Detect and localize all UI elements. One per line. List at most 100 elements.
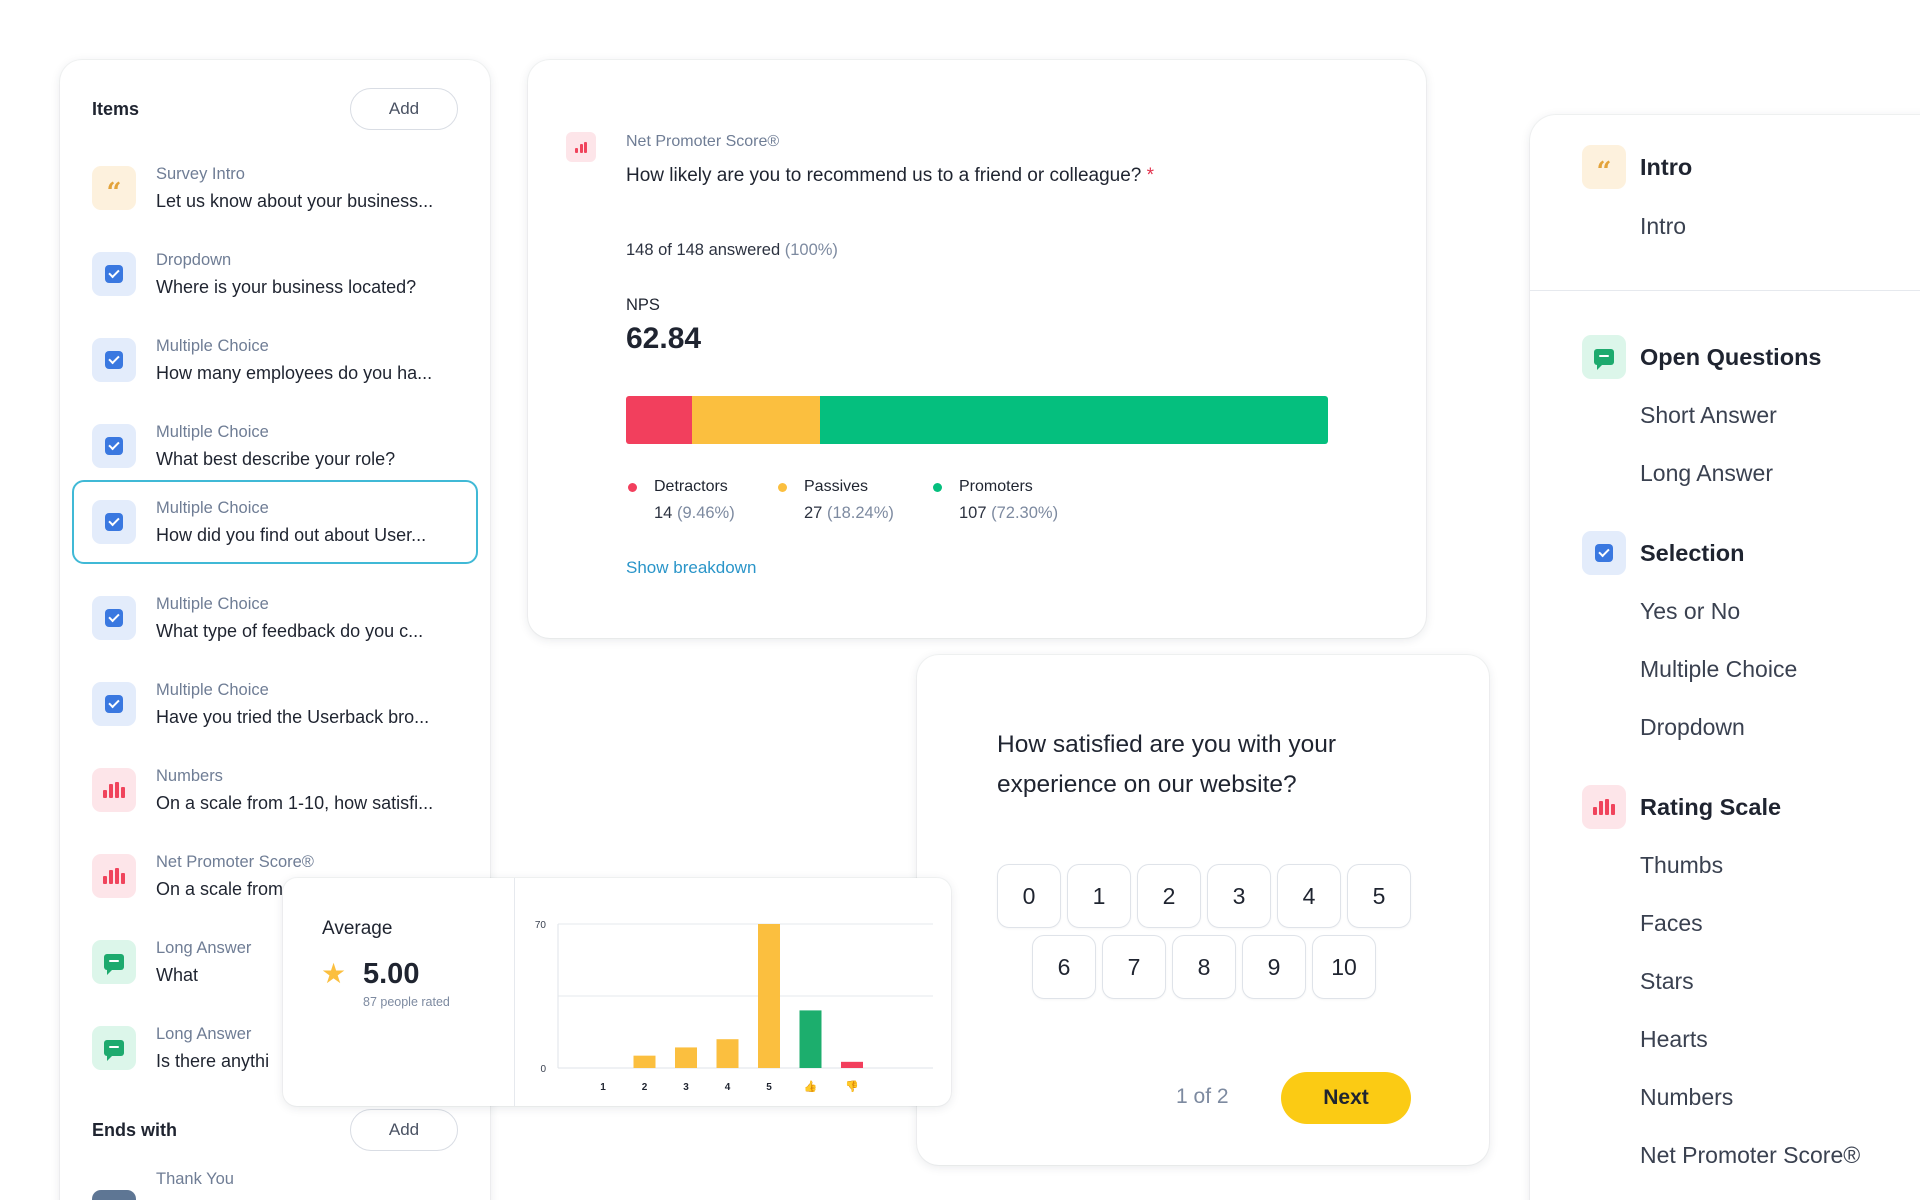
item-type: Multiple Choice [156,336,269,355]
promoters-segment [820,396,1328,444]
items-panel: Items Add “ Survey Intro Let us know abou… [60,60,490,1200]
item-type: Multiple Choice [156,498,269,517]
answered-pct: (100%) [784,241,838,259]
type-yes-or-no[interactable]: Yes or No [1640,598,1741,624]
item-type: Multiple Choice [156,422,269,441]
thumbs-up-icon: 👍 [804,1080,818,1093]
category-selection: Selection [1582,531,1744,575]
bar-chart-icon [92,768,136,812]
type-dropdown[interactable]: Dropdown [1640,714,1745,740]
rating-option-4[interactable]: 4 [1277,864,1341,928]
item-long-answer[interactable]: Long Answer What [72,920,478,1004]
show-breakdown-link[interactable]: Show breakdown [626,558,757,577]
rating-question-card: How satisfied are you with your experien… [917,655,1489,1165]
rating-option-1[interactable]: 1 [1067,864,1131,928]
promoters-dot [933,483,942,492]
items-title: Items [92,98,140,119]
legend-value: 27 (18.24%) [804,504,894,523]
bar-4 [716,1039,739,1068]
x-tick-label: 5 [766,1082,772,1093]
add-item-button[interactable]: Add [350,88,458,130]
item-type: Dropdown [156,250,232,269]
category-title: Intro [1640,153,1693,180]
item-numbers[interactable]: Numbers On a scale from 1-10, how satisfi… [72,748,478,832]
rating-option-8[interactable]: 8 [1172,935,1236,999]
bar-thumbs-up [799,1010,822,1068]
divider [514,878,515,1106]
legend-count: 27 [804,504,823,522]
star-icon: ★ [321,958,347,989]
x-tick-label: 1 [600,1082,606,1093]
passives-dot [778,483,787,492]
type-hearts[interactable]: Hearts [1640,1026,1708,1052]
item-multiple-choice[interactable]: Multiple Choice How many employees do you… [72,318,478,402]
rating-option-5[interactable]: 5 [1347,864,1411,928]
item-long-answer[interactable]: Long Answer Is there anythi [72,1006,478,1090]
rating-option-6[interactable]: 6 [1032,935,1096,999]
bar-chart-icon [1582,785,1626,829]
rating-question-line: experience on our website? [997,771,1297,798]
item-multiple-choice-selected[interactable]: Multiple Choice How did you find out abou… [72,480,478,564]
rating-option-3[interactable]: 3 [1207,864,1271,928]
question-title: How likely are you to recommend us to a … [626,165,1142,186]
checkbox-icon [92,682,136,726]
nps-value: 62.84 [626,322,702,355]
rating-option-0[interactable]: 0 [997,864,1061,928]
ends-with-header: Ends with Add [92,1109,458,1151]
passives-segment [692,396,821,444]
detractors-dot [628,483,637,492]
nps-label: NPS [626,296,660,314]
type-short-answer[interactable]: Short Answer [1640,402,1777,428]
add-ending-button[interactable]: Add [350,1109,458,1151]
detractors-segment [626,396,693,444]
thumbs-down-icon: 👎 [845,1080,859,1093]
item-question: Where is your business located? [156,276,417,297]
item-question: On a scale from 1-10, how satisfi... [156,792,434,813]
type-faces[interactable]: Faces [1640,910,1703,936]
next-button[interactable]: Next [1281,1072,1411,1124]
type-nps[interactable]: Net Promoter Score® [1640,1142,1861,1168]
item-type: Net Promoter Score® [156,852,314,871]
rating-option-10[interactable]: 10 [1312,935,1376,999]
rating-option-2[interactable]: 2 [1137,864,1201,928]
chat-icon [92,1026,136,1070]
type-stars[interactable]: Stars [1640,968,1694,994]
item-survey-intro[interactable]: “ Survey Intro Let us know about your bus… [72,146,478,230]
item-multiple-choice[interactable]: Multiple Choice What type of feedback do … [72,576,478,660]
type-numbers[interactable]: Numbers [1640,1084,1734,1110]
rating-option-7[interactable]: 7 [1102,935,1166,999]
rating-option-9[interactable]: 9 [1242,935,1306,999]
item-thank-you[interactable]: Thank You [72,1170,478,1200]
nps-results-card: Net Promoter Score® How likely are you t… [528,60,1426,638]
item-dropdown[interactable]: Dropdown Where is your business located? [72,232,478,316]
type-multiple-choice[interactable]: Multiple Choice [1640,656,1798,682]
type-thumbs[interactable]: Thumbs [1640,852,1724,878]
item-multiple-choice[interactable]: Multiple Choice Have you tried the Userba… [72,662,478,746]
x-tick-label: 2 [642,1082,648,1093]
type-intro[interactable]: Intro [1640,213,1687,239]
required-mark: * [1146,165,1155,186]
category-rating-scale: Rating Scale [1582,785,1781,829]
rating-distribution-chart: 70 0 1 2 3 4 5 👍 👎 [535,920,933,1093]
item-multiple-choice[interactable]: Multiple Choice What best describe your r… [72,404,478,488]
items-header: Items Add [92,88,458,130]
item-type: Thank You [156,1170,234,1188]
bar-chart-icon [92,854,136,898]
average-label: Average [322,918,393,939]
item-nps[interactable]: Net Promoter Score®On a scale from 0-10,… [72,834,478,918]
bar-3 [675,1047,697,1068]
bar-5 [758,924,780,1068]
legend-name: Detractors [654,478,728,495]
checkbox-icon [92,338,136,382]
item-type: Long Answer [156,1024,252,1043]
item-type: Multiple Choice [156,594,269,613]
category-open-questions: Open Questions [1582,335,1822,379]
y-tick-label: 70 [535,920,547,931]
legend-pct: (18.24%) [826,504,894,522]
item-question: How many employees do you ha... [156,362,433,383]
nps-stacked-bar [626,396,1328,444]
type-long-answer[interactable]: Long Answer [1640,460,1773,486]
item-type: Multiple Choice [156,680,269,699]
legend-count: 14 [654,504,673,522]
answered-text: 148 of 148 answered [626,241,781,259]
